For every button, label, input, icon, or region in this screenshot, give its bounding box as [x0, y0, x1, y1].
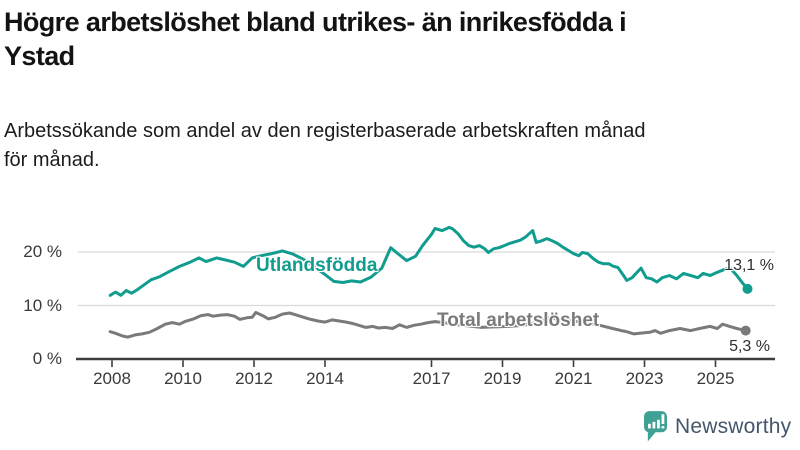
x-axis-label: 2019	[483, 369, 522, 388]
logo-bar-2	[652, 421, 656, 429]
y-axis-label: 20 %	[23, 242, 62, 261]
end-value-label-total: 5,3 %	[729, 338, 770, 355]
line-series-utlandsfodda	[108, 225, 749, 297]
chart-subtitle-line1: Arbetssökande som andel av den registerb…	[4, 120, 646, 142]
x-axis-label: 2021	[554, 369, 593, 388]
logo-exclamation-bar	[661, 414, 665, 425]
logo-bar-1	[648, 423, 651, 429]
logo-exclamation-dot	[661, 426, 665, 429]
end-value-label-utlandsfodda: 13,1 %	[724, 257, 774, 274]
chart-subtitle: Arbetssökande som andel av den registerb…	[4, 117, 789, 175]
y-axis-label: 0 %	[32, 349, 62, 368]
chart-subtitle-line2: för månad.	[4, 149, 100, 171]
page-title: Högre arbetslöshet bland utrikes- än inr…	[4, 5, 779, 73]
end-dot-total-arbetsloshet	[740, 325, 751, 336]
series-label-total-arbetsloshet: Total arbetslöshet	[437, 310, 600, 331]
series-label-utlandsfodda: Utlandsfödda	[256, 255, 378, 276]
logo-wordmark: Newsworthy	[675, 414, 792, 438]
x-axis-label: 2008	[93, 369, 131, 388]
page-title-line2: Ystad	[4, 41, 75, 71]
x-axis-label: 2012	[235, 369, 273, 388]
x-axis-label: 2023	[625, 369, 664, 388]
x-axis-label: 2010	[164, 369, 202, 388]
x-axis-label: 2017	[412, 369, 451, 388]
end-dot-utlandsfodda	[742, 283, 753, 294]
bar-chart-speech-bubble-icon	[644, 411, 667, 442]
page-title-line1: Högre arbetslöshet bland utrikes- än inr…	[4, 7, 627, 37]
y-axis-label: 10 %	[23, 295, 62, 315]
newsworthy-logo: Newsworthy	[644, 411, 791, 442]
x-axis-label: 2025	[696, 369, 735, 388]
line-series-total-arbetsloshet	[108, 311, 748, 339]
logo-bar-3	[657, 419, 660, 429]
x-axis-label: 2014	[306, 369, 344, 388]
